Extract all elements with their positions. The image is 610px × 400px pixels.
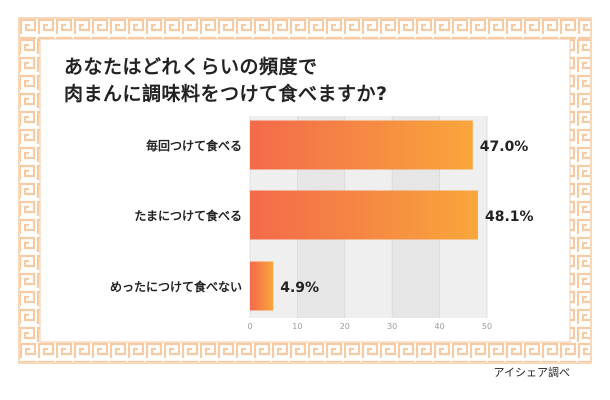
x-tick-label: 50 <box>482 322 492 331</box>
bar <box>250 261 274 311</box>
value-label: 47.0% <box>480 139 529 155</box>
category-label: たまにつけて食べる <box>134 208 242 223</box>
chart-title: あなたはどれくらいの頻度で 肉まんに調味料をつけて食べますか? <box>64 54 544 108</box>
bar <box>250 120 473 170</box>
bar <box>250 190 478 240</box>
x-tick-label: 20 <box>340 322 350 331</box>
value-label: 4.9% <box>280 280 319 296</box>
category-label: めったにつけて食べない <box>110 279 242 294</box>
value-label: 48.1% <box>485 209 534 225</box>
category-label: 毎回つけて食べる <box>146 138 242 153</box>
x-tick-label: 40 <box>435 322 445 331</box>
source-note: アイシェア調べ <box>493 366 570 379</box>
title-line-1: あなたはどれくらいの頻度で <box>64 56 318 78</box>
title-line-2: 肉まんに調味料をつけて食べますか? <box>64 83 388 105</box>
x-tick-label: 30 <box>387 322 397 331</box>
x-tick-label: 0 <box>247 322 252 331</box>
x-tick-label: 10 <box>292 322 302 331</box>
